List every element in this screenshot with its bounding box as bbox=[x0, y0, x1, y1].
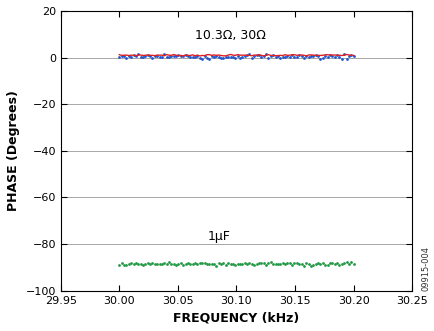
Text: 09915-004: 09915-004 bbox=[421, 246, 430, 291]
Text: 10.3Ω, 30Ω: 10.3Ω, 30Ω bbox=[195, 29, 266, 42]
Y-axis label: PHASE (Degrees): PHASE (Degrees) bbox=[7, 90, 20, 211]
Text: 1μF: 1μF bbox=[207, 230, 230, 243]
X-axis label: FREQUENCY (kHz): FREQUENCY (kHz) bbox=[173, 311, 299, 324]
